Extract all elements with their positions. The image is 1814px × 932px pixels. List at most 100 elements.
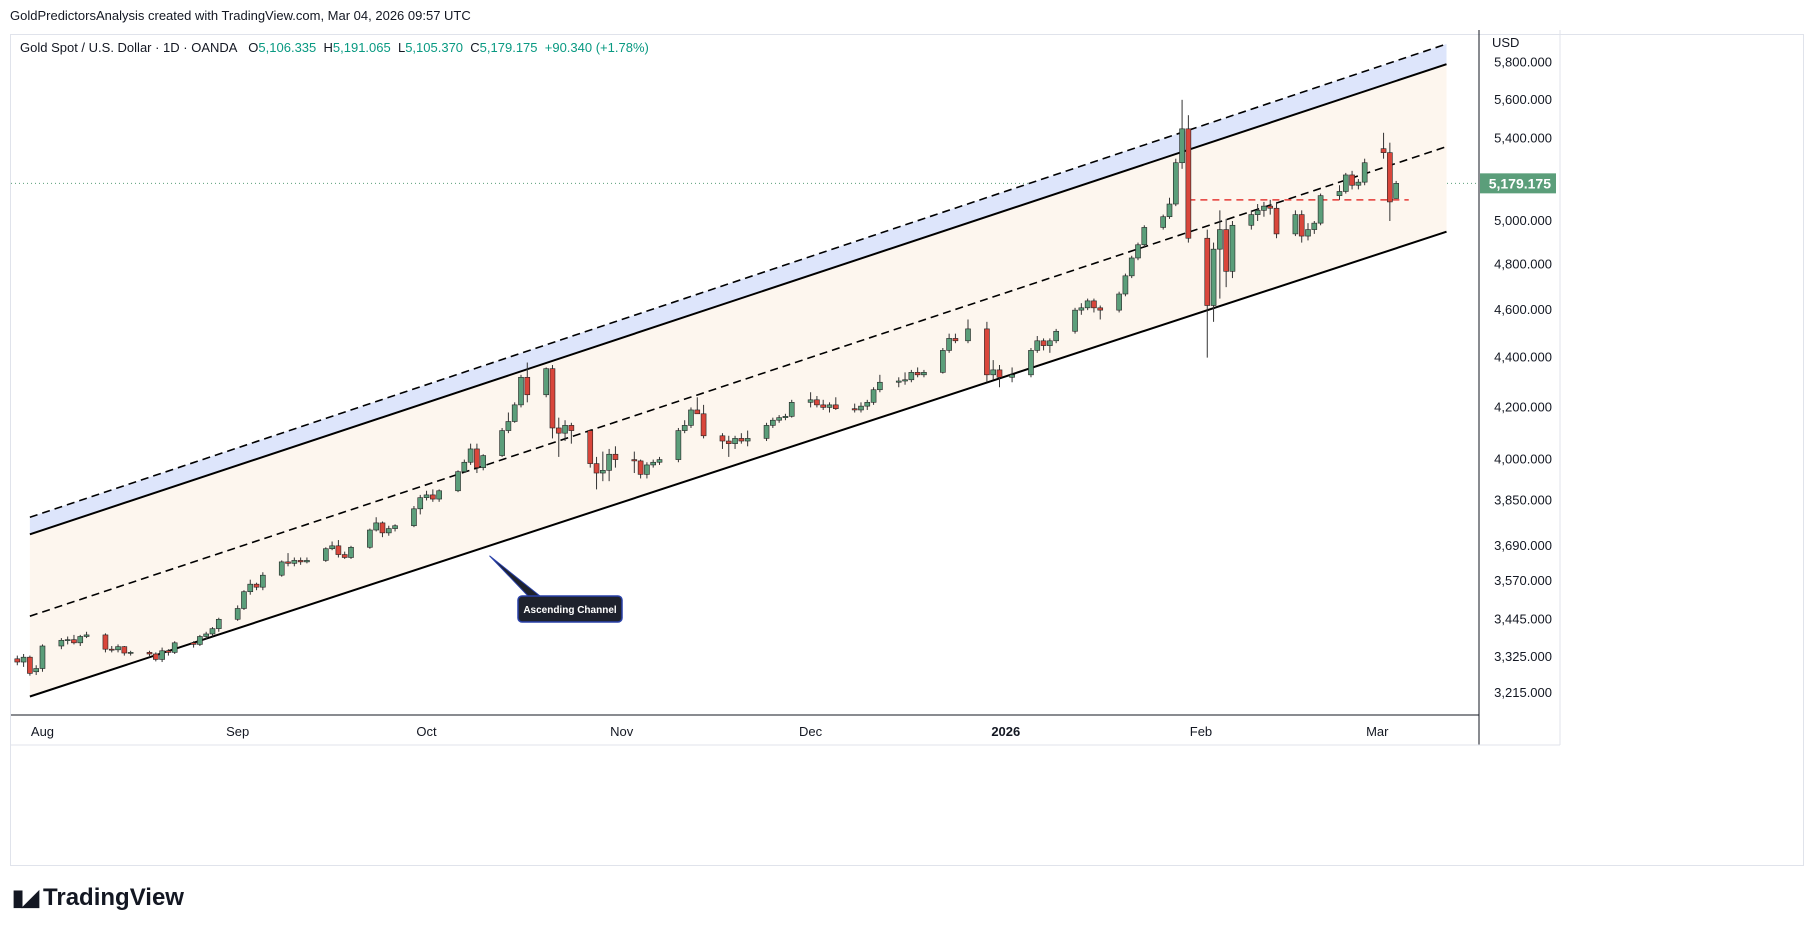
candle — [341, 551, 348, 559]
candle — [864, 399, 871, 410]
candle-body — [1254, 210, 1261, 215]
candle-body — [1179, 128, 1185, 164]
candle — [190, 641, 197, 648]
candle-body — [33, 668, 39, 673]
candle-body — [600, 470, 606, 474]
candle — [549, 364, 556, 439]
symbol-label[interactable]: Gold Spot / U.S. Dollar · 1D · OANDA — [20, 40, 238, 55]
candle — [197, 634, 203, 646]
candle-body — [864, 402, 871, 407]
channel-upper-dashed-line — [29, 43, 1447, 518]
candle-body — [1355, 181, 1362, 186]
tradingview-logo[interactable]: ▮◢ TradingView — [12, 884, 184, 912]
candle-body — [518, 376, 524, 406]
candle — [71, 634, 77, 645]
candle — [505, 412, 512, 434]
candle-body — [241, 591, 247, 609]
candle — [946, 333, 952, 353]
y-tick-label: 4,400.000 — [1494, 350, 1552, 365]
candle-body — [423, 494, 430, 498]
candle-body — [278, 561, 285, 576]
candle-body — [700, 413, 707, 437]
candle-body — [461, 461, 468, 472]
candle — [417, 494, 424, 515]
candle-body — [908, 372, 915, 381]
candle-body — [681, 425, 688, 431]
candle-body — [367, 529, 373, 548]
candle — [329, 541, 335, 551]
candle — [241, 590, 247, 611]
candle — [1179, 99, 1185, 169]
candle — [1393, 180, 1399, 199]
candle-body — [851, 408, 858, 411]
last-price-tag: 5,179.175 — [1480, 173, 1556, 194]
candle-body — [436, 490, 442, 500]
candle — [921, 369, 927, 378]
candle-body — [946, 338, 952, 351]
candle — [385, 525, 392, 536]
candle-body — [807, 399, 814, 403]
candle — [153, 652, 159, 662]
low-value: 5,105.370 — [405, 40, 464, 55]
y-tick-label: 3,215.000 — [1494, 685, 1552, 700]
x-tick-label: Feb — [1190, 724, 1212, 739]
candle-body — [921, 372, 927, 376]
candle — [1380, 132, 1387, 159]
candle — [606, 448, 612, 482]
candle — [1210, 242, 1217, 322]
candle — [562, 420, 568, 442]
candle-body — [770, 419, 776, 426]
candle — [373, 517, 379, 532]
candle — [902, 372, 908, 385]
x-tick-label: Aug — [31, 724, 54, 739]
candle — [165, 649, 172, 656]
candle — [1009, 367, 1015, 383]
candle-body — [990, 369, 996, 376]
candle-body — [127, 652, 134, 654]
candle-body — [1034, 340, 1041, 351]
candle — [965, 319, 971, 344]
candle — [870, 387, 877, 405]
candle-body — [543, 368, 549, 396]
candle — [335, 540, 342, 558]
candle — [593, 456, 600, 490]
candle — [1172, 158, 1179, 207]
candle — [984, 321, 990, 383]
candle-body — [1172, 162, 1179, 205]
candle — [1229, 220, 1236, 279]
candle — [826, 402, 833, 413]
change-value: +90.340 (+1.78%) — [544, 40, 649, 55]
candle — [1028, 347, 1034, 378]
candles — [14, 99, 1399, 676]
candle — [209, 627, 216, 637]
candle-body — [1387, 152, 1393, 203]
candle-body — [165, 650, 172, 653]
candle-body — [77, 636, 84, 644]
candle-body — [27, 656, 33, 674]
candle-body — [650, 461, 657, 466]
candle — [1053, 328, 1059, 344]
chart-frame[interactable] — [10, 34, 1804, 866]
candle — [637, 459, 644, 479]
candle-body — [1009, 374, 1015, 378]
candle — [1040, 338, 1047, 351]
candle-body — [1267, 205, 1274, 209]
candle-body — [1204, 237, 1211, 306]
candle — [1298, 210, 1305, 243]
candle — [1072, 307, 1078, 334]
candle — [1361, 158, 1368, 186]
candle — [644, 462, 650, 479]
candle-body — [914, 372, 921, 376]
candle — [1122, 273, 1129, 297]
candle — [1091, 298, 1097, 313]
candle-body — [474, 448, 480, 468]
candle-body — [549, 368, 556, 429]
candle-body — [1141, 227, 1148, 246]
y-tick-label: 5,800.000 — [1494, 54, 1552, 69]
candle — [499, 427, 505, 457]
candle — [555, 417, 562, 457]
candle-body — [291, 560, 298, 564]
candle-body — [644, 464, 650, 475]
candle — [33, 665, 39, 676]
